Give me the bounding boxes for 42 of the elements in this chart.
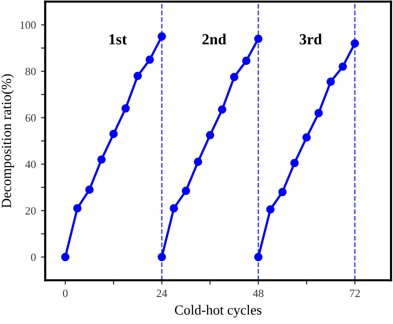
annotation: 3rd: [300, 34, 322, 44]
point: [254, 34, 262, 43]
point: [326, 78, 335, 86]
point: [338, 62, 347, 71]
point: [158, 32, 166, 41]
point: [302, 133, 311, 142]
x-tick-label: 48: [252, 290, 264, 298]
point: [254, 252, 262, 262]
point: [61, 252, 70, 262]
point: [242, 56, 250, 65]
point: [121, 104, 130, 113]
point: [85, 186, 94, 194]
point: [230, 72, 238, 82]
point: [218, 105, 226, 114]
y-tick-label: 80: [25, 68, 36, 76]
annotation: 1st: [109, 34, 127, 44]
point: [290, 158, 299, 168]
point: [134, 72, 142, 80]
point: [266, 205, 275, 214]
point: [73, 204, 82, 212]
point: [109, 130, 118, 138]
x-tick-label: 0: [62, 290, 68, 298]
y-tick-label: 60: [26, 114, 36, 122]
y-tick-label: 40: [25, 160, 36, 168]
point: [158, 252, 166, 262]
point: [194, 158, 202, 166]
y-tick-label: 0: [31, 254, 36, 262]
point: [278, 188, 287, 196]
y-tick-label: 100: [20, 21, 36, 29]
x-axis-title: Cold-hot cycles: [174, 304, 262, 318]
y-axis-title: Decomposition ratio(%): [1, 74, 14, 208]
y-tick-label: 20: [26, 207, 36, 215]
point: [350, 39, 360, 48]
point: [146, 56, 154, 64]
point: [182, 186, 190, 196]
x-tick-label: 72: [350, 290, 360, 297]
x-tick-label: 24: [156, 290, 168, 297]
point: [170, 204, 178, 212]
point: [97, 155, 106, 164]
point: [206, 130, 214, 140]
annotation: 2nd: [202, 34, 226, 44]
point: [314, 108, 323, 118]
